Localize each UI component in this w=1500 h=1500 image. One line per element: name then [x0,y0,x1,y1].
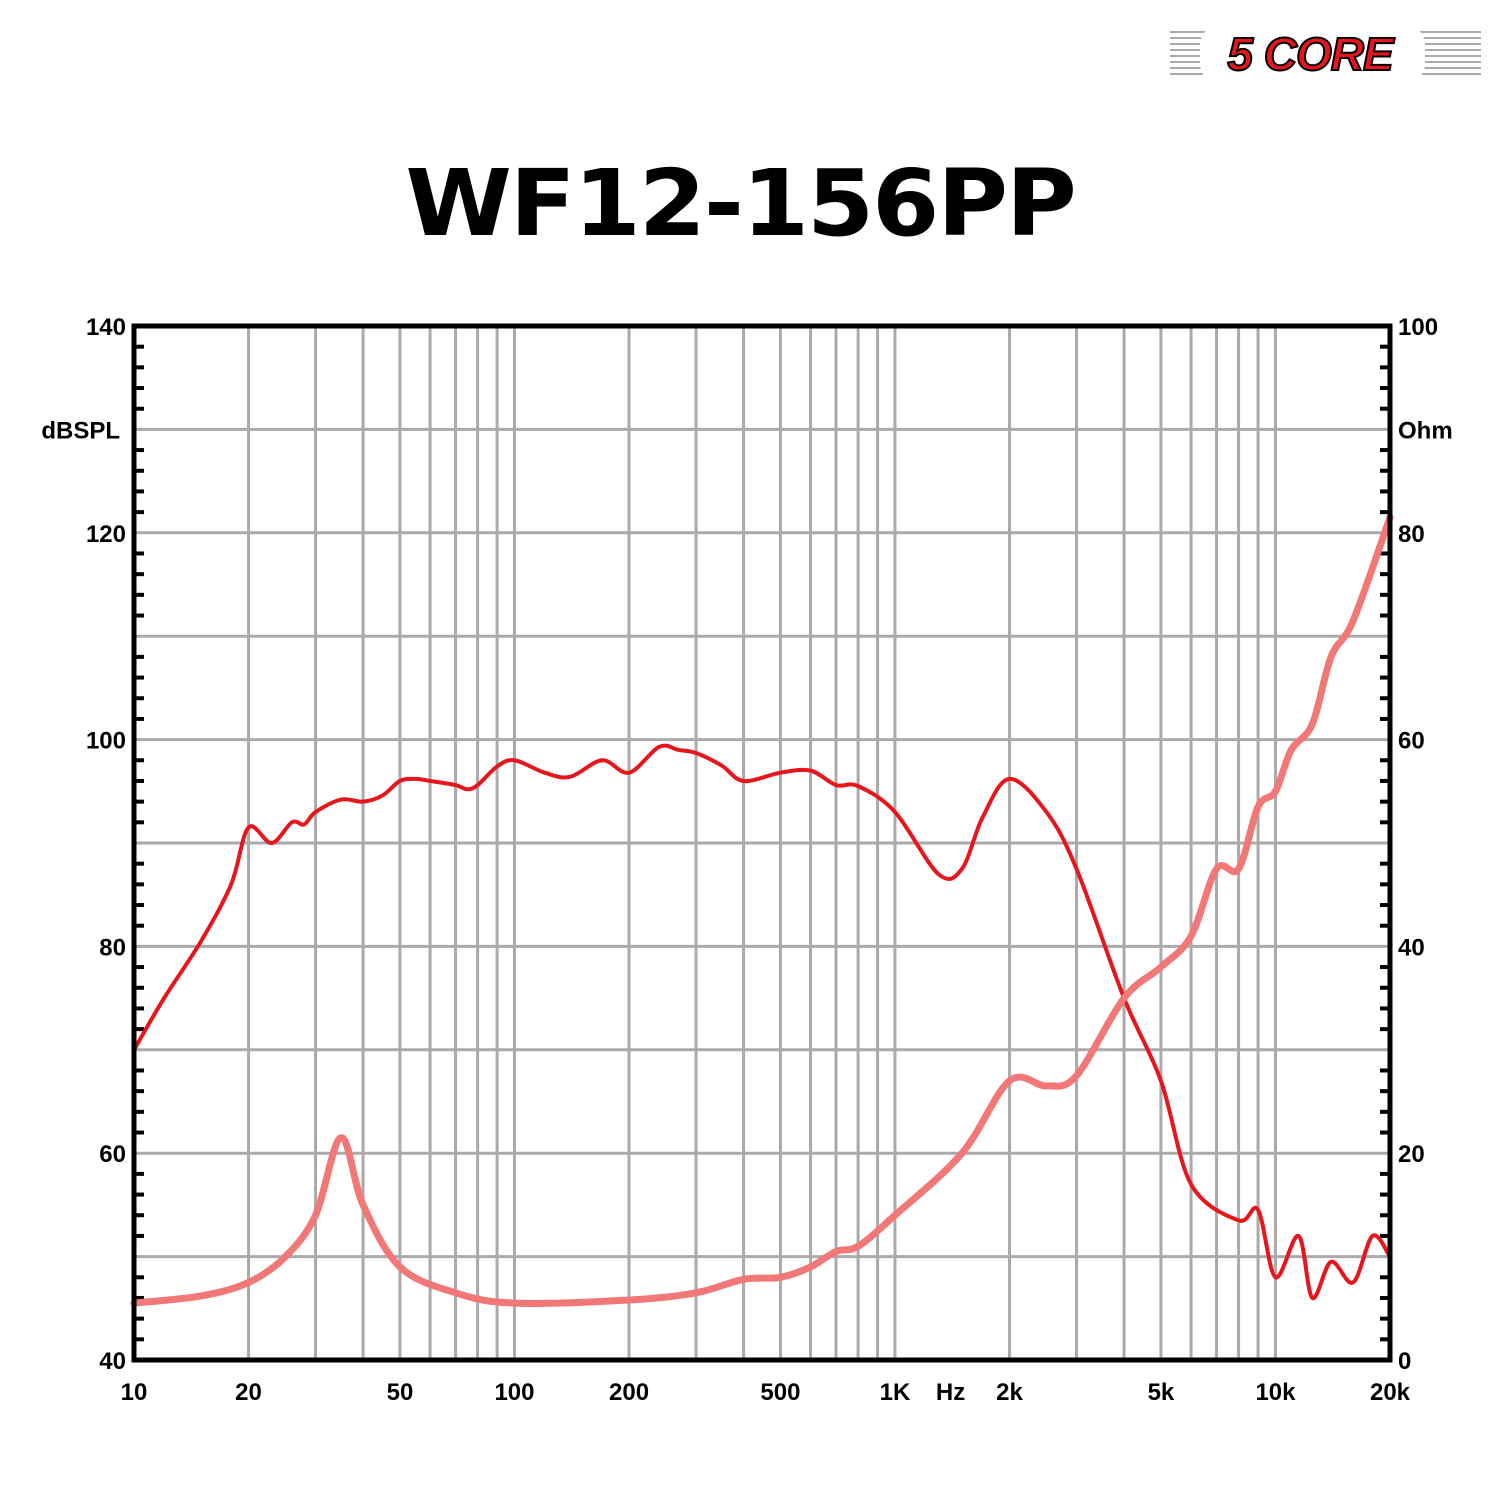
y2-tick-label: 40 [1398,934,1425,961]
y-tick-label: 100 [86,728,126,755]
x-axis-label: Hz [936,1379,965,1406]
x-tick-label: 500 [760,1379,800,1406]
y2-tick-label: 80 [1398,521,1425,548]
y2-axis-label: Ohm [1398,417,1453,444]
x-tick-label: 5k [1148,1379,1175,1406]
y-tick-label: 40 [99,1348,126,1375]
y2-tick-label: 60 [1398,728,1425,755]
y-axis-label: dBSPL [41,417,120,444]
brand-logo-stripes [1170,28,1481,80]
y-tick-label: 80 [99,934,126,961]
x-tick-label: 200 [609,1379,649,1406]
y-tick-label: 120 [86,521,126,548]
brand-logo: 5 CORE [1226,27,1394,81]
y-tick-label: 140 [86,314,126,341]
series [130,513,1394,1307]
y2-tick-label: 20 [1398,1141,1425,1168]
chart-title: WF12-156PP [405,150,1076,257]
x-tick-label: 100 [494,1379,534,1406]
y-tick-label: 60 [99,1141,126,1168]
y2-tick-label: 100 [1398,314,1438,341]
x-tick-label: 1K [880,1379,911,1406]
x-tick-label: 20 [235,1379,262,1406]
y2-tick-label: 0 [1398,1348,1411,1375]
spl-curve [132,743,1392,1300]
x-tick-label: 20k [1370,1379,1411,1406]
plot-frame [131,323,1393,1363]
impedance-curve [130,513,1394,1307]
x-tick-label: 2k [996,1379,1023,1406]
x-tick-label: 50 [387,1379,414,1406]
x-tick-label: 10k [1255,1379,1296,1406]
grid [134,326,1390,1360]
x-tick-label: 10 [121,1379,148,1406]
